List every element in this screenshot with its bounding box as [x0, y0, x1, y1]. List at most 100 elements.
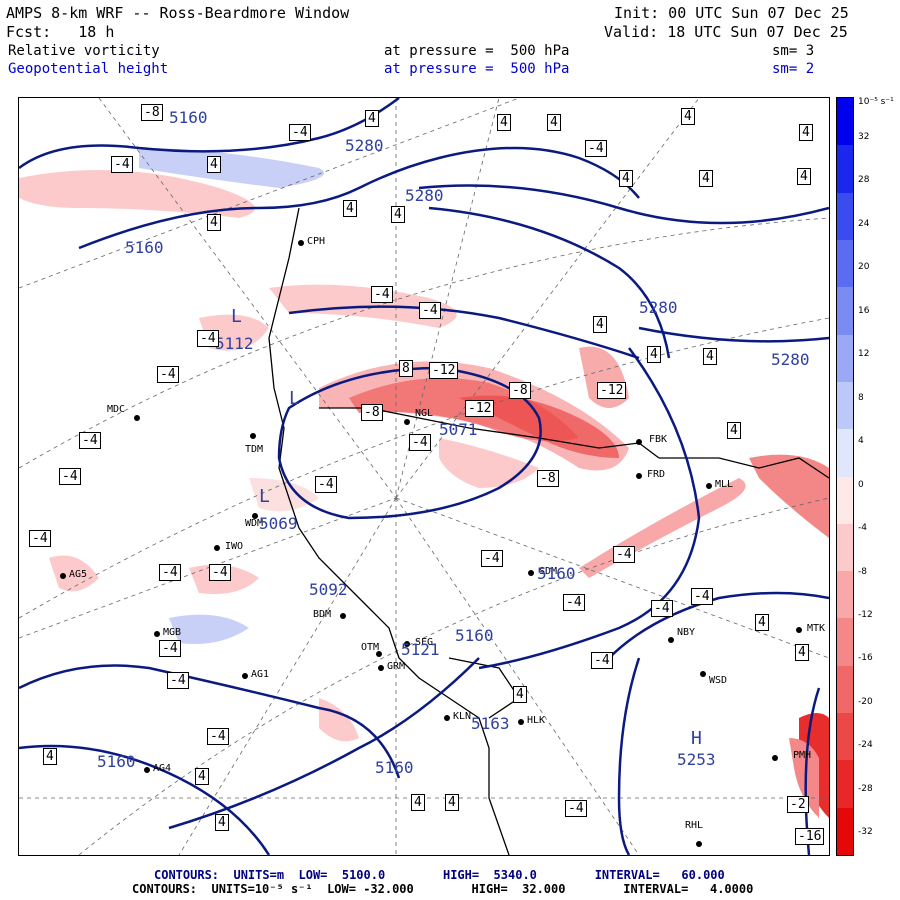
vorticity-label: 4	[497, 114, 511, 131]
vorticity-label: -4	[29, 530, 51, 547]
station-label: FRD	[647, 469, 666, 480]
vorticity-label: 4	[799, 124, 813, 141]
vorticity-label: -4	[79, 432, 101, 449]
station-label: MLL	[715, 479, 734, 490]
height-contour-info: CONTOURS: UNITS=m LOW= 5100.0 HIGH= 5340…	[154, 868, 725, 882]
vorticity-label: -4	[409, 434, 431, 451]
station-label: RHL	[685, 820, 704, 831]
colorbar-segment	[837, 334, 853, 382]
vorticity-label: 8	[399, 360, 413, 377]
colorbar-segment	[837, 618, 853, 666]
colorbar-segment	[837, 287, 853, 335]
graticule	[19, 98, 829, 855]
geopotential-height-contours	[19, 98, 829, 855]
colorbar-segment	[837, 145, 853, 193]
colorbar-tick-label: 20	[858, 262, 870, 273]
vorticity-label: -12	[429, 362, 459, 379]
height-label: 5280	[771, 350, 810, 369]
colorbar-segment	[837, 713, 853, 761]
station-label: CPH	[307, 236, 326, 247]
colorbar-unit: 10⁻⁵ s⁻¹	[858, 97, 894, 107]
high-symbol: H	[691, 728, 702, 749]
vorticity-label: -4	[167, 672, 189, 689]
colorbar-segment	[837, 807, 853, 855]
field1-smooth: sm= 3	[772, 43, 815, 59]
vorticity-label: -4	[691, 588, 713, 605]
vorticity-label: 4	[391, 206, 405, 223]
map-panel: CPH MDC TDM WDM IWO AG5 MGB AG1 AG4 BDM …	[18, 97, 830, 856]
height-label: 5160	[97, 752, 136, 771]
station-label: AG4	[153, 763, 172, 774]
vorticity-label: -4	[197, 330, 219, 347]
vorticity-label: -4	[315, 476, 337, 493]
field2-smooth: sm= 2	[772, 61, 815, 77]
vorticity-label: 4	[547, 114, 561, 131]
vorticity-label: 4	[727, 422, 741, 439]
height-label: 5160	[537, 564, 576, 583]
vorticity-label: -4	[159, 640, 181, 657]
colorbar-tick-label: 28	[858, 175, 870, 186]
low-symbol: L	[289, 388, 300, 409]
vorticity-label: 4	[43, 748, 57, 765]
colorbar-tick-label: -4	[858, 523, 867, 534]
vorticity-label: -4	[289, 124, 311, 141]
init-time: Init: 00 UTC Sun 07 Dec 25	[614, 4, 849, 22]
vorticity-shading	[19, 148, 829, 818]
vorticity-label: 4	[797, 168, 811, 185]
height-label: 5121	[401, 640, 440, 659]
height-label: 5160	[375, 758, 414, 777]
vorticity-label: 4	[411, 794, 425, 811]
colorbar-segment	[837, 523, 853, 572]
colorbar-segment	[837, 760, 853, 808]
vorticity-label: -12	[597, 382, 627, 399]
low-symbol: L	[259, 486, 270, 507]
station-label: NBY	[677, 627, 696, 638]
height-label: 5280	[345, 136, 384, 155]
vorticity-label: 4	[513, 686, 527, 703]
field2-name: Geopotential height	[8, 61, 169, 77]
vorticity-label: 4	[593, 316, 607, 333]
vorticity-label: -4	[585, 140, 607, 157]
field2-level: at pressure = 500 hPa	[384, 61, 570, 77]
height-label: 5163	[471, 714, 510, 733]
vorticity-label: 4	[647, 346, 661, 363]
station-label: OTM	[361, 642, 380, 653]
colorbar-tick-label: 32	[858, 132, 870, 142]
vorticity-label: -4	[59, 468, 81, 485]
vorticity-label: -4	[563, 594, 585, 611]
vorticity-label: -4	[209, 564, 231, 581]
station-label: NGL	[415, 408, 434, 419]
vorticity-label: -4	[591, 652, 613, 669]
station-label: GRM	[387, 661, 406, 672]
vorticity-contour-info: CONTOURS: UNITS=10⁻⁵ s⁻¹ LOW= -32.000 HI…	[132, 882, 754, 896]
colorbar-tick-label: 4	[858, 436, 864, 447]
vorticity-label: -4	[207, 728, 229, 745]
vorticity-label: 4	[343, 200, 357, 217]
vorticity-label: 4	[207, 156, 221, 173]
height-label: 5253	[677, 750, 716, 769]
map-canvas	[19, 98, 829, 855]
vorticity-label: -4	[481, 550, 503, 567]
station-label: PMH	[793, 750, 812, 761]
height-label: 5069	[259, 514, 298, 533]
station-label: SDM	[539, 566, 558, 577]
height-label: 5280	[639, 298, 678, 317]
station-label: MGB	[163, 627, 182, 638]
colorbar-segment	[837, 192, 853, 240]
colorbar-tick-label: -16	[858, 653, 873, 664]
height-label: 5160	[169, 108, 208, 127]
vorticity-label: 4	[619, 170, 633, 187]
colorbar-segment	[837, 476, 853, 524]
colorbar-tick-label: -8	[858, 566, 867, 577]
vorticity-label: -16	[795, 828, 825, 845]
vorticity-label: 4	[365, 110, 379, 127]
low-symbol: L	[231, 306, 242, 327]
station-label: IWO	[225, 541, 244, 552]
height-label: 5092	[309, 580, 348, 599]
colorbar-tick-label: -12	[858, 610, 873, 620]
vorticity-label: -8	[509, 382, 531, 399]
station-label: KLN	[453, 711, 472, 722]
vorticity-label: -8	[141, 104, 163, 121]
station-label: AG1	[251, 669, 270, 680]
station-label: BDM	[313, 609, 332, 620]
